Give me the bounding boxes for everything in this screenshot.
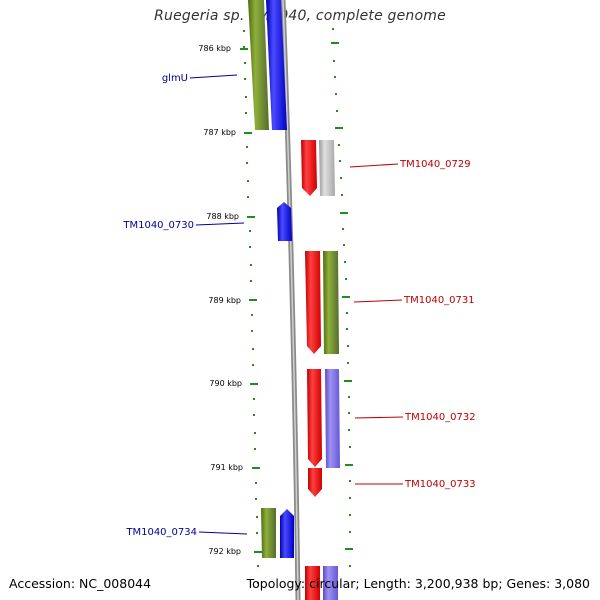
- gene-bottom-slate[interactable]: [323, 566, 338, 600]
- gene-tm0732-red[interactable]: [307, 369, 322, 467]
- map-title: Ruegeria sp. TM1040, complete genome: [154, 8, 446, 24]
- leader-tm0734: [198, 531, 248, 535]
- gene-glmU-olive[interactable]: [248, 0, 269, 130]
- outer-major-ticks: [331, 42, 353, 550]
- gene-tm0732-slate[interactable]: [325, 369, 340, 468]
- leader-tm0732: [354, 416, 404, 419]
- inner-major-ticks: [240, 48, 262, 553]
- label-tm0734[interactable]: TM1040_0734: [125, 527, 197, 538]
- label-tm0730[interactable]: TM1040_0730: [122, 220, 194, 231]
- gene-tm0734-blue[interactable]: [280, 509, 294, 558]
- gene-tm0731-olive[interactable]: [323, 251, 339, 354]
- gene-tm0730[interactable]: [277, 202, 292, 241]
- scale-label-787: 787 kbp: [203, 128, 236, 137]
- label-glmU[interactable]: glmU: [162, 73, 188, 84]
- inner-tick-track: [243, 30, 259, 584]
- genome-summary-text: Topology: circular; Length: 3,200,938 bp…: [246, 576, 590, 591]
- gene-glmU-blue[interactable]: [266, 0, 287, 130]
- outer-tick-track: [332, 28, 351, 567]
- gene-tm0729-gray[interactable]: [319, 140, 335, 196]
- label-tm0729[interactable]: TM1040_0729: [399, 159, 471, 170]
- gene-tm0734-olive[interactable]: [261, 508, 276, 558]
- leader-tm0731: [353, 299, 403, 303]
- scale-label-789: 789 kbp: [208, 296, 241, 305]
- scale-label-790: 790 kbp: [209, 379, 242, 388]
- gene-tm0731-red[interactable]: [305, 251, 321, 354]
- label-tm0733[interactable]: TM1040_0733: [404, 479, 476, 490]
- genome-backbone: [280, 0, 301, 600]
- scale-label-791: 791 kbp: [210, 463, 243, 472]
- leader-glmU: [189, 74, 238, 79]
- leader-tm0729: [349, 163, 399, 168]
- scale-label-792: 792 kbp: [208, 547, 241, 556]
- scale-label-788: 788 kbp: [206, 212, 239, 221]
- label-tm0732[interactable]: TM1040_0732: [404, 412, 476, 423]
- leader-tm0730: [195, 222, 245, 226]
- accession-text: Accession: NC_008044: [9, 576, 152, 591]
- gene-tm0729-red[interactable]: [301, 140, 317, 196]
- gene-tm0733-red[interactable]: [308, 468, 322, 497]
- label-tm0731[interactable]: TM1040_0731: [403, 295, 475, 306]
- gene-bottom-red[interactable]: [305, 566, 320, 600]
- scale-label-786: 786 kbp: [198, 44, 231, 53]
